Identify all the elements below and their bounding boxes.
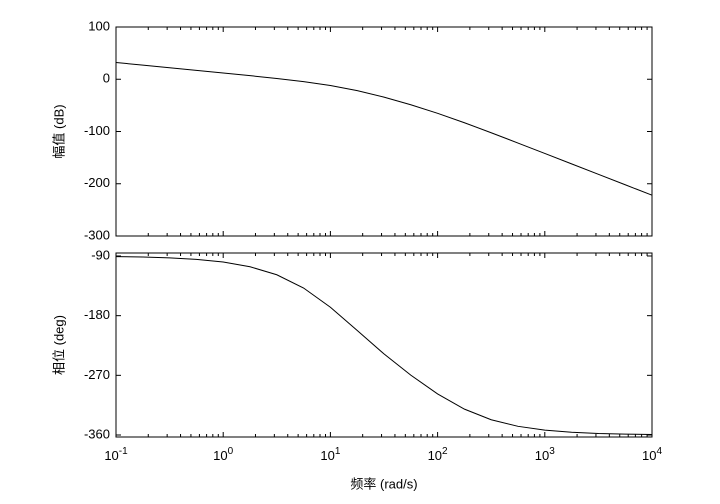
x-tick-base: 10: [213, 448, 227, 463]
data-line: [115, 256, 653, 436]
x-tick-label: 104: [642, 446, 662, 464]
x-tick-base: 10: [320, 448, 334, 463]
y-tick-label: -180: [84, 307, 110, 322]
x-tick-base: 10: [428, 448, 442, 463]
x-tick-label: 100: [213, 446, 233, 464]
x-tick-exponent: -1: [119, 446, 128, 457]
y-tick-label: 0: [103, 71, 110, 86]
x-tick-label: 10-1: [104, 446, 128, 464]
x-tick-exponent: 0: [228, 446, 234, 457]
x-tick-base: 10: [642, 448, 656, 463]
x-tick-base: 10: [104, 448, 118, 463]
y-tick-label: -90: [91, 247, 110, 262]
y-tick-label: -200: [84, 175, 110, 190]
y-tick-label: -270: [84, 367, 110, 382]
x-tick-exponent: 2: [442, 446, 448, 457]
y-tick-label: -100: [84, 123, 110, 138]
plot-frame: [115, 26, 653, 237]
plot-frame: [115, 252, 653, 438]
x-tick-exponent: 4: [656, 446, 662, 457]
y-tick-label: -300: [84, 227, 110, 242]
x-tick-label: 103: [535, 446, 555, 464]
x-tick-label: 101: [320, 446, 340, 464]
x-tick-label: 102: [428, 446, 448, 464]
y-axis-label: 相位 (deg): [51, 315, 66, 375]
y-tick-label: 100: [88, 18, 110, 33]
y-tick-label: -360: [84, 426, 110, 441]
x-tick-exponent: 3: [549, 446, 555, 457]
y-axis-label: 幅值 (dB): [51, 104, 66, 158]
x-axis-label: 频率 (rad/s): [350, 476, 417, 491]
x-tick-base: 10: [535, 448, 549, 463]
data-line: [115, 62, 653, 196]
x-tick-exponent: 1: [335, 446, 341, 457]
